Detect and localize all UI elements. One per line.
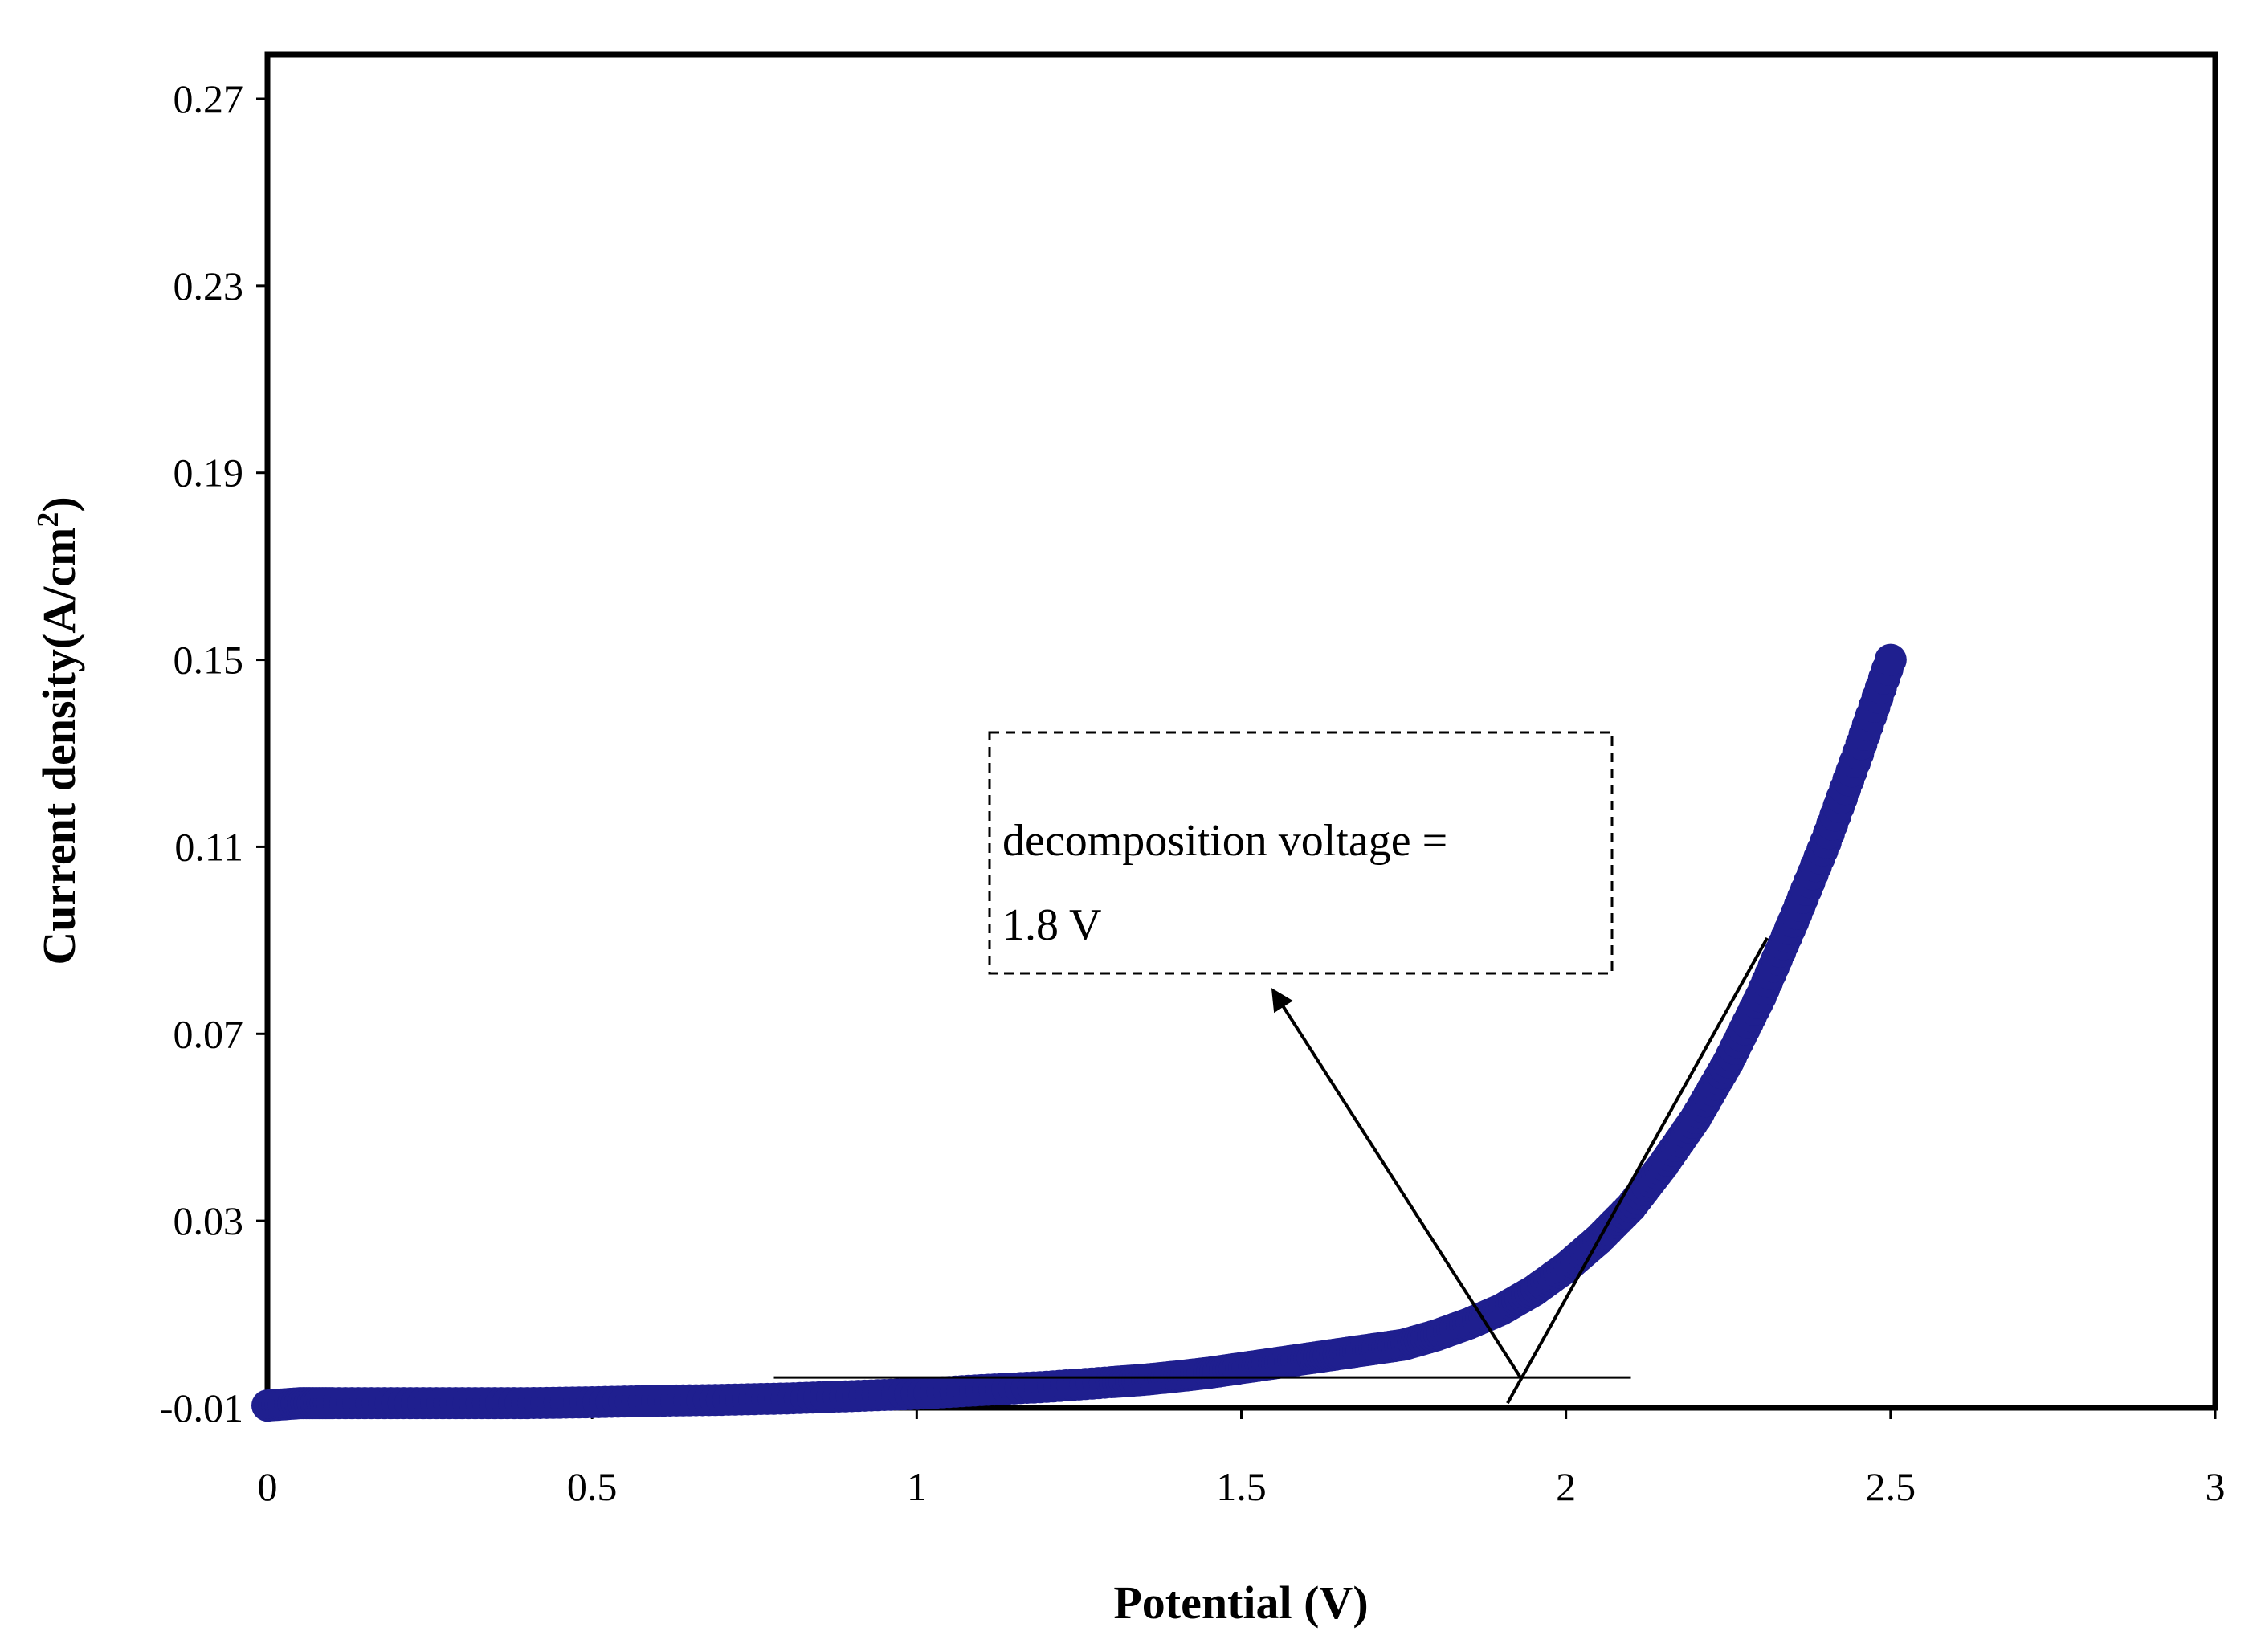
- y-axis-title-superscript: 2: [31, 512, 65, 528]
- tangent-fit-line: [1506, 936, 1769, 1405]
- y-axis-title-main: Current density(A/cm: [33, 528, 85, 965]
- y-tick-label: -0.01: [160, 1385, 243, 1430]
- y-tick-label: 0.07: [173, 1011, 244, 1056]
- x-tick-label: 1: [907, 1464, 927, 1509]
- x-tick-label: 0: [258, 1464, 278, 1509]
- x-tick-label: 3: [2206, 1464, 2226, 1509]
- x-tick-label: 2: [1556, 1464, 1576, 1509]
- data-point: [1874, 643, 1907, 676]
- annotation-box: [988, 731, 1614, 975]
- x-tick-label: 1.5: [1216, 1464, 1267, 1509]
- annotation-arrow: [1271, 988, 1522, 1379]
- y-tick-label: 0.27: [173, 76, 244, 121]
- y-tick-label: 0.19: [173, 451, 244, 496]
- y-tick-label: 0.03: [173, 1198, 244, 1243]
- x-axis-title: Potential (V): [1113, 1577, 1368, 1629]
- annotation-line-1: decomposition voltage =: [1002, 816, 1447, 866]
- x-tick-label: 0.5: [567, 1464, 618, 1509]
- y-axis-title-close: ): [33, 496, 85, 512]
- plot-area-frame: [264, 51, 2218, 1411]
- data-series: [251, 643, 1907, 1422]
- annotation-line-2: 1.8 V: [1002, 900, 1101, 950]
- y-tick-label: 0.15: [173, 638, 244, 683]
- y-tick-label: 0.11: [174, 824, 243, 869]
- x-axis-ticks: 0 0.5 1 1.5 2 2.5 3: [258, 1408, 2226, 1509]
- y-axis-ticks: -0.01 0.03 0.07 0.11 0.15 0.19 0.23 0.27: [160, 76, 267, 1430]
- y-tick-label: 0.23: [173, 263, 244, 308]
- y-axis-title: Current density(A/cm2): [31, 496, 85, 965]
- x-tick-label: 2.5: [1866, 1464, 1916, 1509]
